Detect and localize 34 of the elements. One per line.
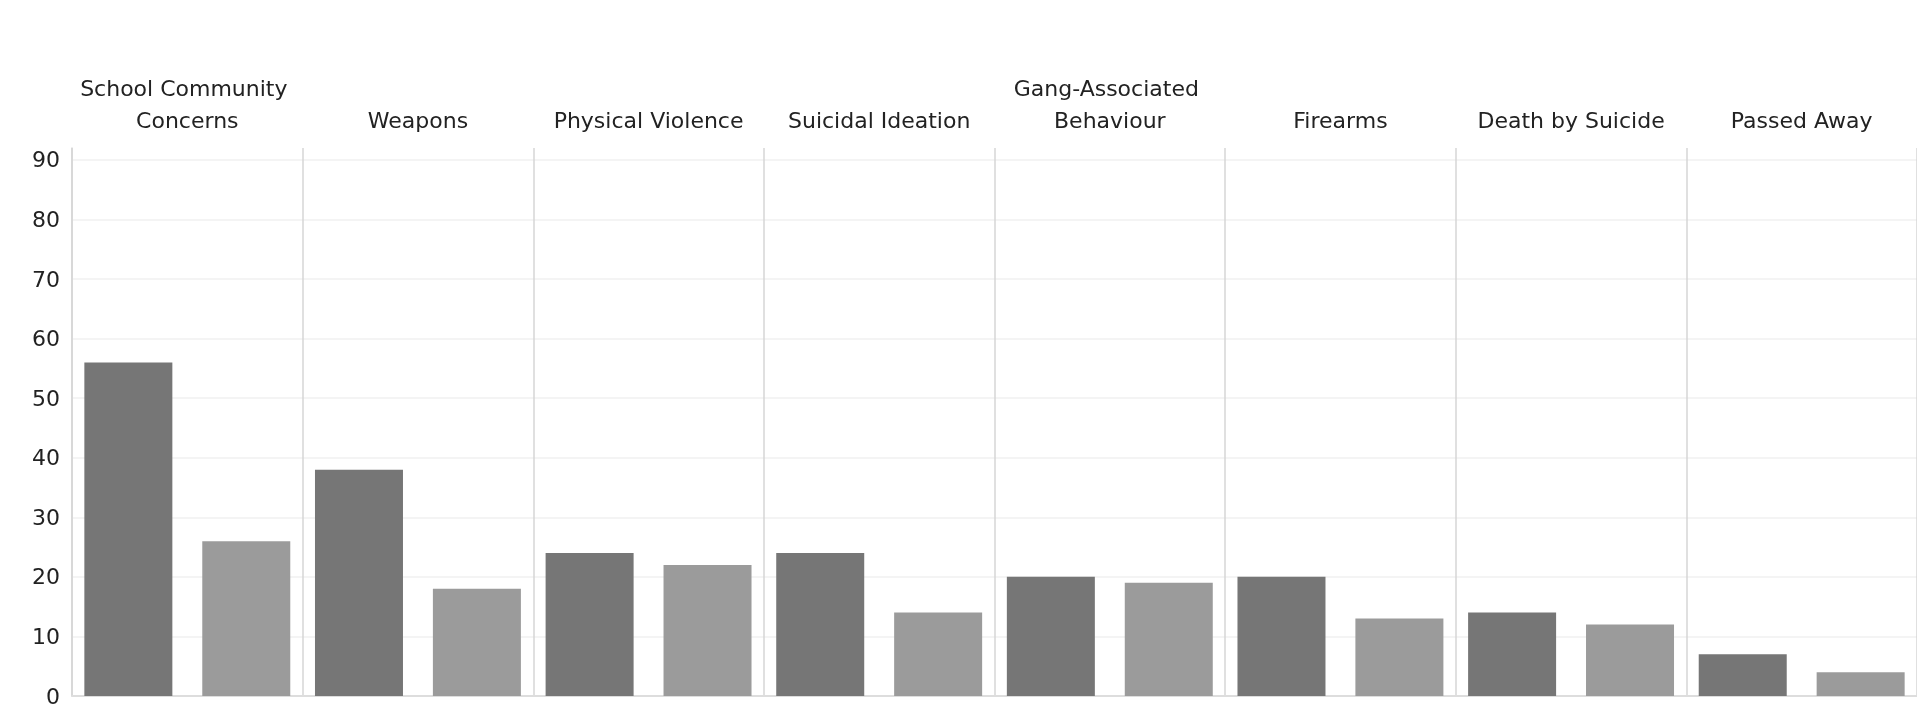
x-tick-label: Death by Suicide [1477,107,1665,133]
bar [776,553,865,696]
y-tick-label: 70 [32,266,60,292]
y-tick-label: 0 [46,683,60,709]
bar [1586,624,1675,696]
x-tick-label: School Community Concerns [80,75,295,133]
bar [314,469,403,696]
x-tick-label: Weapons [367,107,469,133]
bar [202,541,291,696]
bar [894,612,983,696]
x-tick-label: Firearms [1293,107,1388,133]
y-tick-label: 90 [32,147,60,173]
y-tick-label: 20 [32,564,60,590]
bar [1124,582,1213,696]
bar [1816,672,1905,696]
x-tick-label: Gang-Associated Behaviour [1013,75,1206,133]
y-tick-label: 10 [32,623,60,649]
bar [1468,612,1557,696]
bar [1698,654,1787,696]
bar [1237,576,1326,696]
y-tick-label: 60 [32,326,60,352]
x-tick-label: Suicidal Ideation [787,107,971,133]
y-tick-label: 50 [32,385,60,411]
bar [663,564,752,696]
bar [1355,618,1444,696]
bar [545,553,634,696]
y-tick-label: 80 [32,206,60,232]
y-tick-label: 30 [32,504,60,530]
bar [1006,576,1095,696]
x-tick-label: Passed Away [1730,107,1873,133]
bar [432,588,521,696]
x-tick-label: Physical Violence [553,107,744,133]
bar [84,362,173,696]
y-tick-label: 40 [32,445,60,471]
